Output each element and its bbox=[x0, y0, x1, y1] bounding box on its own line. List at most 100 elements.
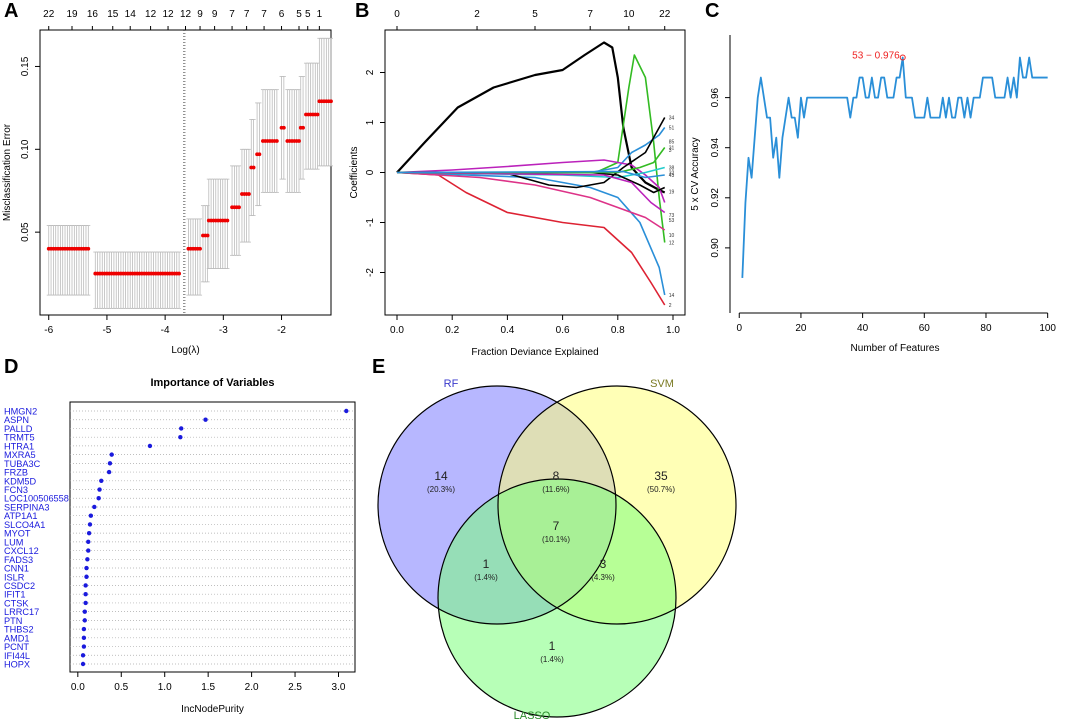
top-axis-label: 12 bbox=[180, 9, 192, 20]
variable-label: ATP1A1 bbox=[4, 511, 38, 521]
importance-point bbox=[82, 609, 87, 614]
top-axis-label: 7 bbox=[587, 9, 593, 20]
region-pct-svm-only: (50.7%) bbox=[647, 485, 675, 494]
top-axis-label: 5 bbox=[296, 9, 302, 20]
top-axis-label: 9 bbox=[212, 9, 218, 20]
path-label: 3 bbox=[669, 148, 672, 154]
variable-label: HOPX bbox=[4, 660, 30, 670]
top-axis-label: 19 bbox=[66, 9, 78, 20]
y-tick-label: 0.96 bbox=[710, 87, 721, 107]
variable-label: IFI44L bbox=[4, 651, 30, 661]
cv-point bbox=[315, 112, 320, 117]
plot-frame bbox=[69, 401, 356, 673]
path-label: 38 bbox=[669, 166, 675, 172]
variable-label: FCN3 bbox=[4, 485, 28, 495]
importance-point bbox=[88, 513, 94, 518]
variable-label: CXCL12 bbox=[4, 546, 39, 556]
variable-label: FADS3 bbox=[4, 555, 33, 565]
importance-point bbox=[109, 452, 114, 457]
region-count-rf-svm: 8 bbox=[553, 469, 560, 483]
x-tick-label: 2.0 bbox=[245, 682, 259, 693]
importance-point bbox=[178, 434, 183, 440]
cv-point bbox=[281, 125, 286, 130]
x-tick-label: -3 bbox=[219, 325, 228, 336]
cv-point bbox=[274, 139, 279, 143]
panel-d-importance-chart: Importance of Variables 0.0 0.5 1.0 1.5 2.0 2.… bbox=[4, 377, 356, 715]
path-label: 73 bbox=[669, 213, 675, 219]
cv-point bbox=[257, 152, 262, 157]
region-pct-rf-only: (20.3%) bbox=[427, 485, 455, 494]
importance-point bbox=[84, 565, 89, 571]
region-count-rf-only: 14 bbox=[434, 469, 448, 483]
path-label: 51 bbox=[669, 126, 675, 132]
variable-label: HMGN2 bbox=[4, 407, 37, 417]
set-label-svm: SVM bbox=[650, 378, 674, 390]
variable-label: PALLD bbox=[4, 424, 33, 434]
panel-label-e: E bbox=[372, 356, 386, 378]
importance-point bbox=[203, 417, 208, 422]
venn-outline-svm bbox=[497, 385, 737, 625]
x-tick-label: -2 bbox=[277, 325, 286, 336]
panel-label-d: D bbox=[4, 356, 19, 378]
importance-point bbox=[147, 443, 153, 449]
x-tick-label: 1.5 bbox=[201, 682, 215, 693]
best-point-annotation: 53 − 0.976 bbox=[852, 51, 900, 62]
top-axis-label: 6 bbox=[279, 9, 285, 20]
variable-label: FRZB bbox=[4, 468, 28, 478]
x-tick-label: 100 bbox=[1039, 323, 1056, 334]
x-tick-label: 20 bbox=[795, 323, 807, 334]
top-axis-label: 5 bbox=[305, 9, 311, 20]
variable-label: LRRC17 bbox=[4, 607, 39, 617]
importance-point bbox=[96, 496, 101, 501]
x-tick-label: 80 bbox=[980, 323, 992, 334]
importance-point bbox=[179, 426, 184, 431]
x-tick-label: -5 bbox=[102, 325, 111, 336]
importance-point bbox=[99, 478, 104, 483]
y-tick-label: 0.05 bbox=[20, 222, 31, 242]
importance-point bbox=[86, 539, 91, 545]
variable-label: LOC100506558 bbox=[4, 494, 69, 504]
region-pct-svm-lasso: (4.3%) bbox=[591, 573, 615, 582]
accuracy-line bbox=[741, 56, 1048, 278]
cv-point bbox=[251, 165, 256, 170]
cv-point bbox=[198, 246, 202, 251]
y-tick-label: 1 bbox=[365, 119, 376, 125]
x-tick-label: 2.5 bbox=[288, 682, 302, 693]
coef-path-red-1 bbox=[396, 171, 666, 306]
coef-path-blue-2 bbox=[396, 171, 666, 296]
importance-point bbox=[85, 557, 90, 562]
x-tick-label: 0.0 bbox=[71, 682, 85, 693]
top-axis-label: 9 bbox=[197, 9, 203, 20]
path-label: 19 bbox=[669, 190, 675, 196]
chart-title: Importance of Variables bbox=[150, 377, 274, 389]
coef-path-magenta-1 bbox=[396, 159, 666, 203]
x-tick-label: 1.0 bbox=[158, 682, 172, 693]
x-axis-label: IncNodePurity bbox=[181, 704, 244, 715]
y-axis-label: Misclassification Error bbox=[2, 123, 13, 221]
variable-label: ISLR bbox=[4, 572, 25, 582]
variable-label: TUBA3C bbox=[4, 459, 41, 469]
variable-label: ASPN bbox=[4, 415, 29, 425]
variable-label: TRMT5 bbox=[4, 433, 35, 443]
x-tick-label: 0.6 bbox=[556, 325, 570, 336]
cv-point bbox=[237, 205, 241, 210]
x-tick-label: 0.0 bbox=[390, 325, 404, 336]
y-tick-label: -1 bbox=[365, 218, 376, 227]
venn-outline-rf bbox=[377, 385, 617, 625]
y-tick-label: 0.94 bbox=[710, 138, 721, 158]
coef-path-black-main bbox=[396, 41, 666, 194]
top-axis-label: 22 bbox=[659, 9, 671, 20]
variable-label: PCNT bbox=[4, 642, 29, 652]
region-count-rf-lasso: 1 bbox=[483, 557, 490, 571]
y-tick-label: 0.90 bbox=[710, 238, 721, 258]
top-axis-label: 2 bbox=[474, 9, 480, 20]
cv-point bbox=[177, 271, 181, 276]
x-axis-label: Number of Features bbox=[851, 343, 940, 354]
path-label: 31 bbox=[669, 146, 675, 152]
variable-label: MXRA5 bbox=[4, 450, 36, 460]
cv-point bbox=[225, 218, 230, 223]
set-label-lasso: LASSO bbox=[514, 710, 551, 722]
top-axis-label: 7 bbox=[244, 9, 250, 20]
